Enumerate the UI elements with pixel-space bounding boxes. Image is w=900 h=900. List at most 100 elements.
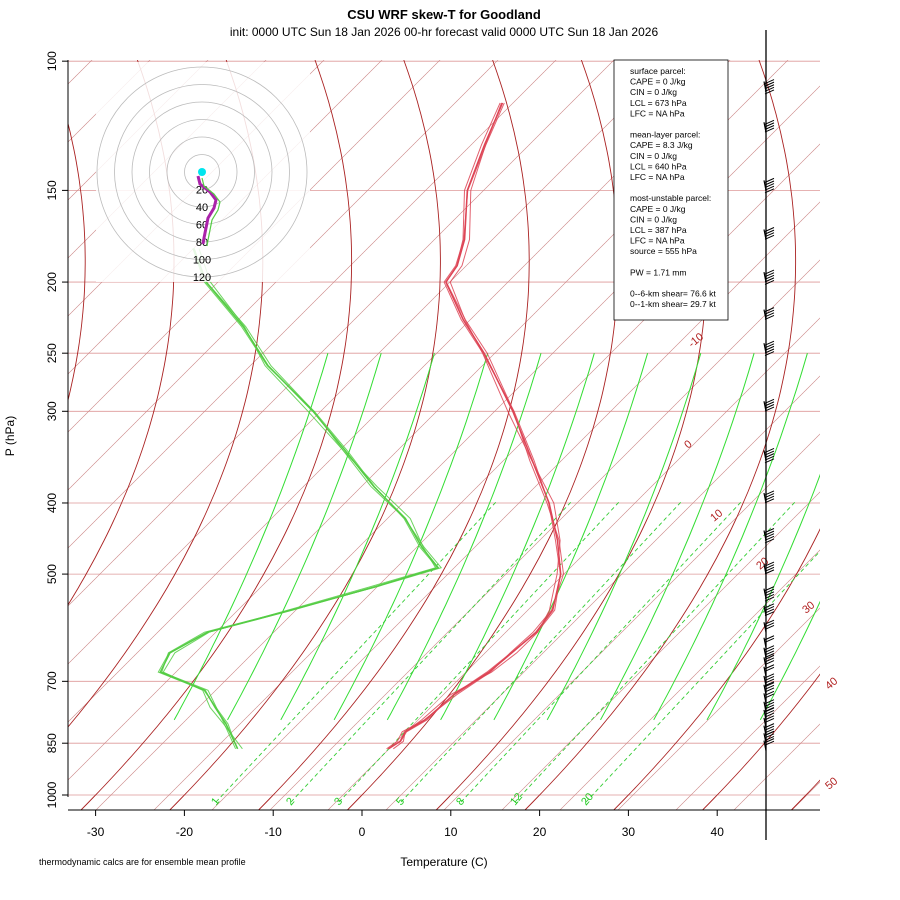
mixing-ratio-lines (215, 501, 820, 803)
wind-barb-flag (764, 533, 775, 539)
wind-barb-flag (764, 280, 775, 285)
wind-barb-flag (764, 725, 775, 731)
wind-barb (763, 603, 775, 617)
isotherm-line (347, 60, 619, 810)
wind-barb-shaft (763, 666, 767, 677)
wind-barb-flag (764, 351, 775, 357)
wind-barb-flag (764, 660, 775, 666)
wind-barb-flag (764, 345, 775, 351)
wind-barb-flag (764, 277, 775, 283)
dry-adiabat-line (501, 491, 820, 810)
wind-barb-flag (764, 675, 775, 681)
wind-barb (763, 490, 775, 504)
wind-barb-flag (764, 398, 775, 404)
hodograph-ring (96, 66, 308, 278)
wind-barb-flag (764, 682, 775, 688)
wind-barb-flag (764, 603, 775, 609)
wind-barb-flag (764, 185, 775, 191)
wind-barb-flag (764, 673, 775, 679)
wind-barb-flag (764, 624, 775, 630)
moist-adiabat-line (653, 353, 808, 721)
chart-title: CSU WRF skew-T for Goodland (347, 7, 541, 22)
wind-barb (763, 654, 775, 668)
wind-barb-flag (764, 314, 775, 320)
wind-barb-shaft (763, 637, 767, 648)
moist-adiabat-line (493, 353, 649, 721)
info-line: LFC = NA hPa (630, 236, 685, 246)
wind-barb (763, 699, 775, 712)
mixing-ratio-label: 1 (209, 796, 222, 808)
mixing-ratio-line (400, 501, 682, 803)
isotherm-line (524, 60, 797, 810)
wind-barb-shaft (763, 229, 767, 240)
wind-barb-flag (764, 495, 775, 501)
info-line: CAPE = 0 J/kg (630, 77, 686, 87)
wind-barb (763, 528, 775, 544)
temperature-tick-label: 30 (622, 825, 636, 839)
wind-barb (763, 119, 775, 133)
temperature-profile (393, 102, 561, 750)
wind-barb-flag (764, 605, 775, 611)
wind-barbs (763, 79, 775, 751)
isotherm-label: -10 (686, 331, 706, 350)
dry-adiabat-line (269, 259, 820, 810)
wind-barb (763, 269, 775, 285)
wind-barb-flag (764, 340, 775, 346)
dry-adiabat-line (68, 60, 615, 607)
temperature-tick-label: -20 (176, 825, 194, 839)
dry-adiabat-line (675, 665, 820, 810)
wind-barb (763, 635, 775, 648)
dewpoint-profile (157, 248, 439, 749)
wind-barb-flag (764, 274, 775, 280)
wind-barb (763, 673, 775, 687)
wind-barb-flag (764, 453, 775, 459)
wind-barb-flag (764, 183, 775, 189)
temperature-tick-label: -30 (87, 825, 105, 839)
dry-adiabat-line (68, 60, 499, 491)
moist-adiabat-line (280, 353, 435, 721)
dry-adiabat-line (0, 10, 84, 810)
wind-barb (763, 79, 775, 95)
wind-barb-shaft (763, 709, 767, 720)
wind-barb-flag (764, 657, 775, 663)
temperature-profile (388, 102, 562, 750)
hodograph-ring (184, 154, 220, 190)
isotherm-line (258, 60, 530, 810)
pressure-tick-label: 1000 (45, 781, 59, 808)
wind-barb (763, 398, 775, 412)
isotherm-line (791, 779, 820, 810)
mixing-ratio-line (585, 550, 820, 803)
moist-adiabat-line (440, 353, 595, 721)
wind-barb (763, 227, 775, 240)
dry-adiabat-line (850, 10, 900, 810)
info-line: LCL = 387 hPa (630, 225, 687, 235)
moist-adiabat-line (333, 353, 489, 721)
wind-barb-flag (764, 666, 775, 672)
wind-barb-flag (764, 701, 775, 707)
wind-barb-flag (764, 447, 775, 453)
wind-barb-flag (764, 538, 775, 544)
moist-adiabat-lines (173, 353, 820, 721)
dry-adiabat-line (95, 85, 820, 810)
y-axis-label: P (hPa) (3, 416, 17, 456)
info-line: mean-layer parcel: (630, 130, 700, 140)
wind-barb-flag (764, 272, 775, 278)
wind-barb-flag (764, 564, 775, 570)
wind-barb-shaft (763, 684, 767, 695)
info-line: CIN = 0 J/kg (630, 87, 677, 97)
wind-barb-flag (764, 177, 775, 183)
mixing-ratio-label: 12 (508, 791, 525, 808)
wind-barb-shaft (763, 725, 767, 736)
dry-adiabat-line (559, 549, 820, 810)
wind-barb-flag (764, 681, 775, 687)
wind-barb (763, 307, 775, 320)
wind-barb-flag (764, 693, 775, 699)
isotherm-line (169, 60, 441, 810)
wind-barb-shaft (763, 647, 767, 658)
wind-barb-flag (764, 119, 775, 125)
wind-barb-flag (764, 710, 775, 715)
wind-barb-shaft (763, 122, 767, 133)
wind-barb-flag (764, 715, 775, 721)
